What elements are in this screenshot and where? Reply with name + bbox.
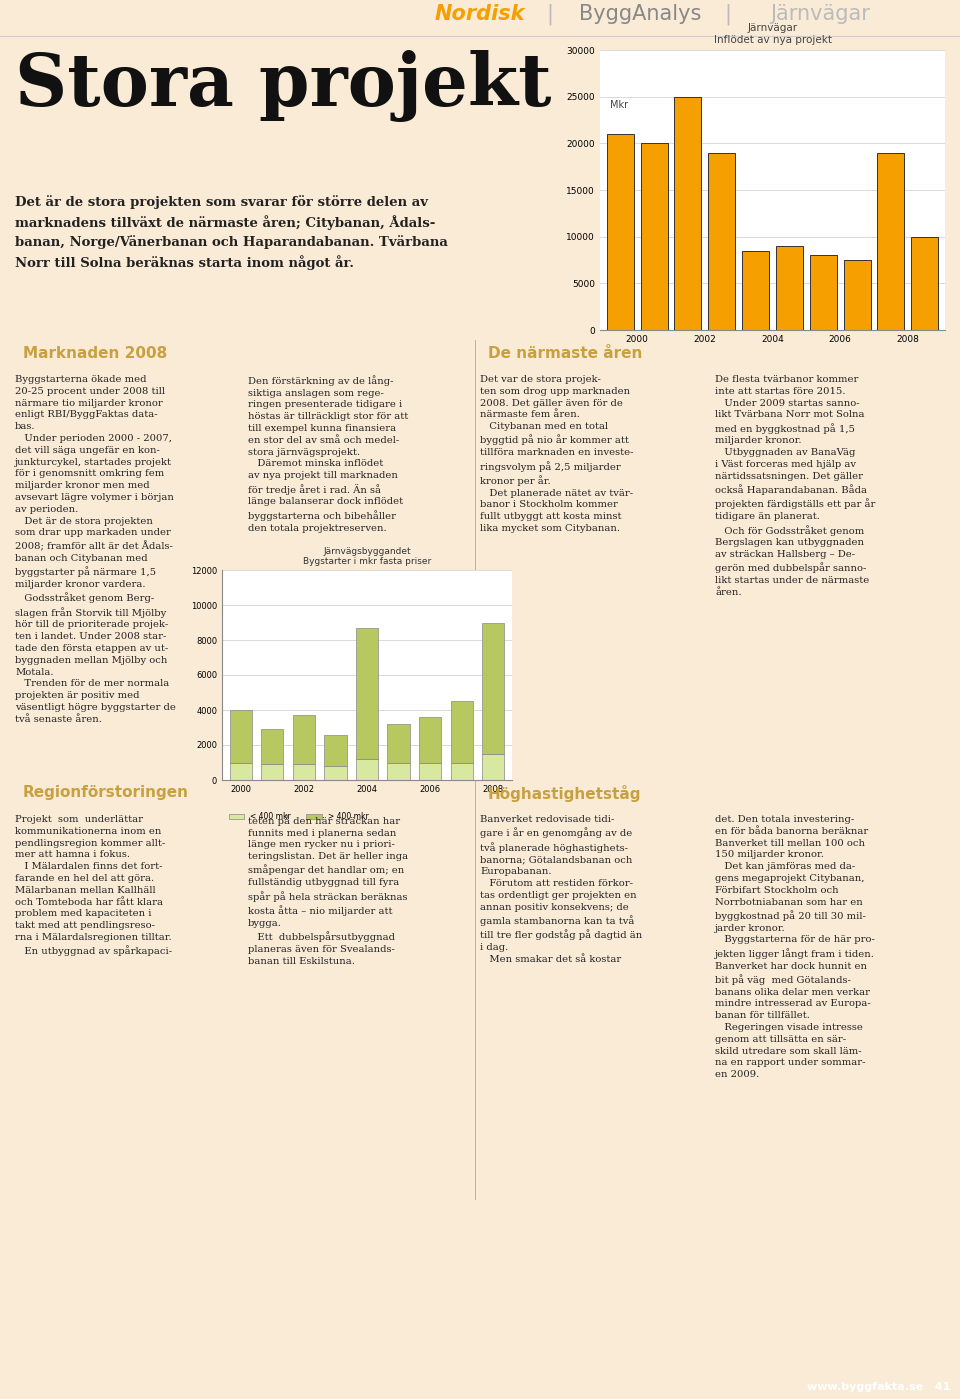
Bar <box>607 134 634 330</box>
Text: Det är de stora projekten som svarar för större delen av
marknadens tillväxt de : Det är de stora projekten som svarar för… <box>15 194 448 270</box>
Title: Järnvägar
Inflödet av nya projekt: Järnvägar Inflödet av nya projekt <box>713 24 831 45</box>
Bar <box>293 715 315 764</box>
Text: www.byggfakta.se   41: www.byggfakta.se 41 <box>806 1382 950 1392</box>
Text: Projekt  som  underlättar
kommunikationerna inom en
pendlingsregion kommer allt-: Projekt som underlättar kommunikationern… <box>15 816 172 957</box>
Text: Mkr: Mkr <box>611 101 629 111</box>
Bar <box>356 760 378 781</box>
Text: Regionförstoringen: Regionförstoringen <box>23 785 189 800</box>
Bar <box>261 764 283 781</box>
Text: det. Den totala investering-
en för båda banorna beräknar
Banverket till mellan : det. Den totala investering- en för båda… <box>715 816 875 1079</box>
Text: Nordisk: Nordisk <box>435 4 525 24</box>
Bar <box>911 236 938 330</box>
Bar <box>877 152 904 330</box>
Text: Järnvägar: Järnvägar <box>770 4 870 24</box>
Bar <box>809 256 837 330</box>
Text: Byggstarterna ökade med
20-25 procent under 2008 till
närmare tio miljarder kron: Byggstarterna ökade med 20-25 procent un… <box>15 375 176 723</box>
Bar <box>324 734 347 767</box>
Text: Marknaden 2008: Marknaden 2008 <box>23 346 167 361</box>
Text: Banverket redovisade tidi-
gare i år en genomgång av de
två planerade höghastigh: Banverket redovisade tidi- gare i år en … <box>480 816 642 964</box>
Bar <box>229 711 252 762</box>
Bar <box>450 762 472 781</box>
Text: |: | <box>725 3 732 25</box>
Title: Järnvägsbyggandet
Bygstarter i mkr fasta priser: Järnvägsbyggandet Bygstarter i mkr fasta… <box>302 547 431 567</box>
Legend: < 400 mkr, > 400 mkr: < 400 mkr, > 400 mkr <box>226 809 372 824</box>
Bar <box>640 143 667 330</box>
Text: ByggAnalys: ByggAnalys <box>579 4 701 24</box>
Text: De flesta tvärbanor kommer
inte att startas före 2015.
   Under 2009 startas san: De flesta tvärbanor kommer inte att star… <box>715 375 876 597</box>
Bar <box>675 97 702 330</box>
Bar <box>356 628 378 760</box>
Text: De närmaste åren: De närmaste åren <box>488 346 642 361</box>
Text: Stora projekt: Stora projekt <box>15 50 551 122</box>
Bar <box>844 260 871 330</box>
Bar <box>776 246 803 330</box>
Bar <box>708 152 735 330</box>
Bar <box>482 623 504 754</box>
Text: Den förstärkning av de lång-
siktiga anslagen som rege-
ringen presenterade tidi: Den förstärkning av de lång- siktiga ans… <box>248 375 408 533</box>
Text: Höghastighetståg: Höghastighetståg <box>488 785 641 802</box>
Bar <box>261 729 283 764</box>
Bar <box>419 718 441 762</box>
Text: teten på den här sträckan har
funnits med i planerna sedan
länge men rycker nu i: teten på den här sträckan har funnits me… <box>248 816 408 965</box>
Bar <box>324 767 347 781</box>
Bar <box>388 725 410 762</box>
Bar <box>742 250 769 330</box>
Bar <box>229 762 252 781</box>
Bar <box>293 764 315 781</box>
Text: Det var de stora projek-
ten som drog upp marknaden
2008. Det gäller även för de: Det var de stora projek- ten som drog up… <box>480 375 634 533</box>
Bar <box>419 762 441 781</box>
Bar <box>388 762 410 781</box>
Bar <box>482 754 504 781</box>
Text: |: | <box>546 3 554 25</box>
Bar <box>450 701 472 762</box>
